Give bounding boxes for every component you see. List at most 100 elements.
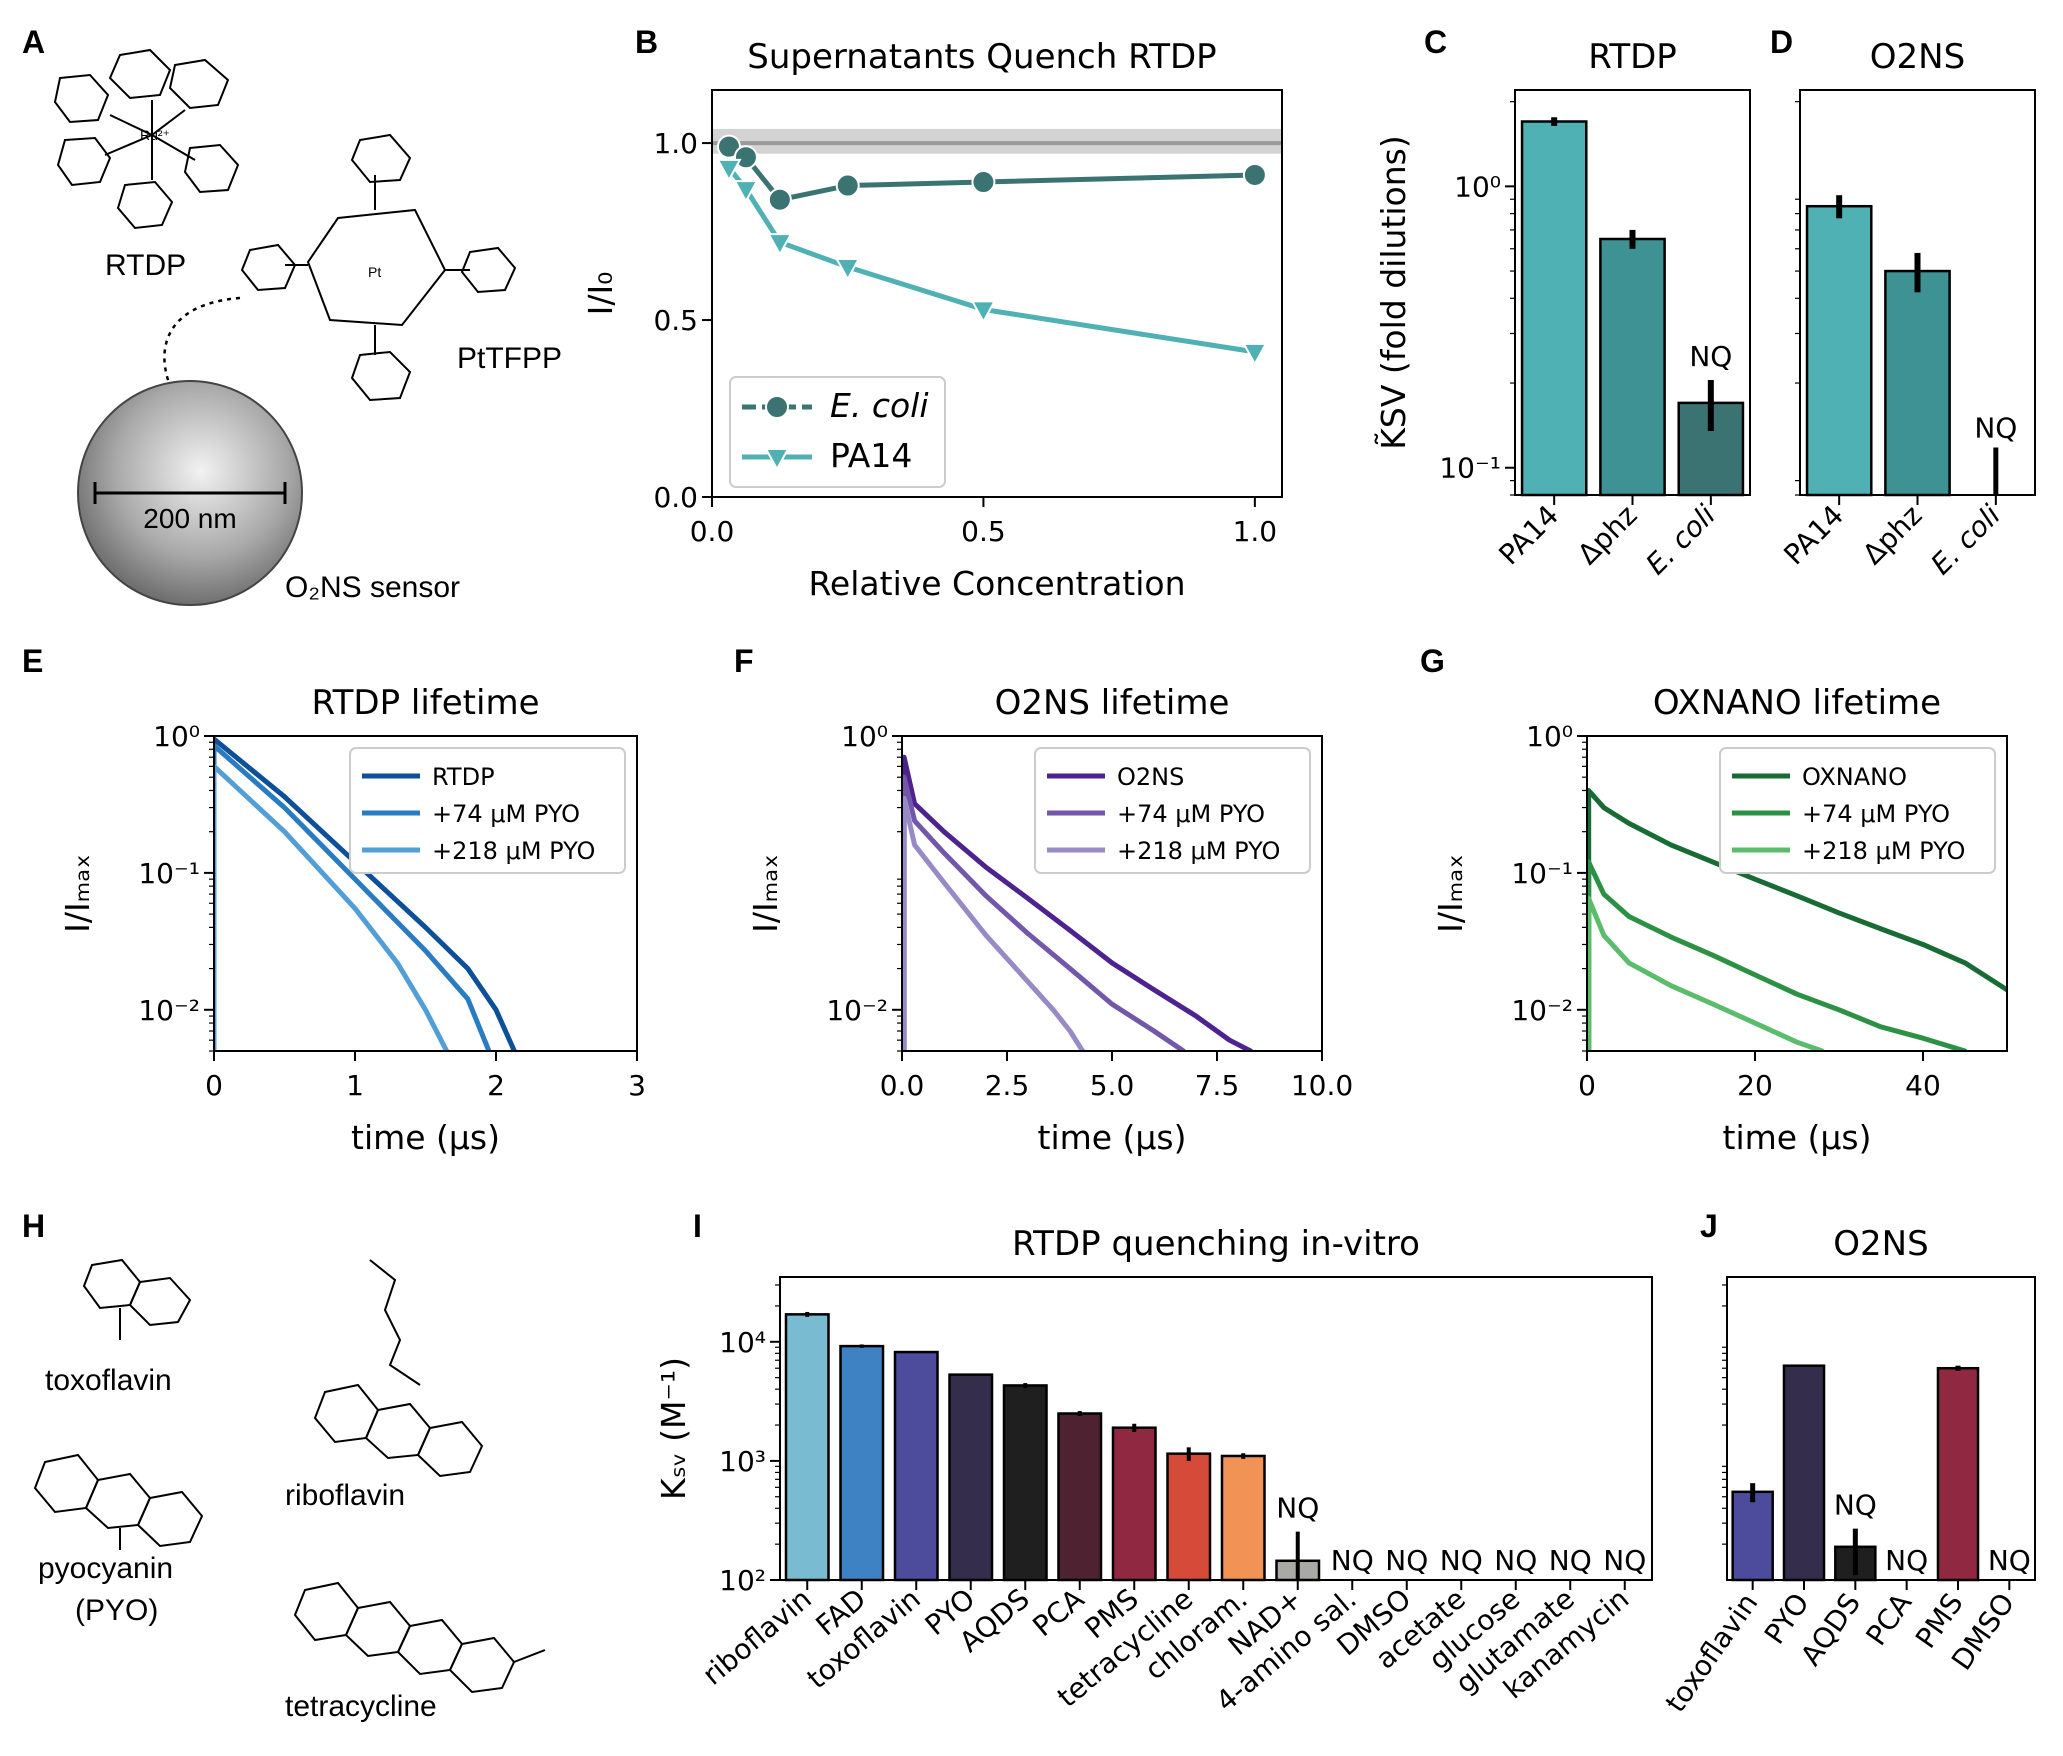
x-tick-label-pca: PCA — [1026, 1582, 1090, 1643]
bar-phz — [1884, 269, 1951, 497]
data-point-e-coli — [971, 170, 996, 195]
rtdp-structure — [53, 48, 240, 230]
x-axis-label-b: Relative Concentration — [808, 564, 1185, 603]
legend-label: O2NS — [1117, 763, 1184, 791]
bar-pa14 — [1805, 204, 1873, 497]
x-tick-label-b: 1.0 — [1233, 515, 1278, 548]
bar-phz — [1599, 237, 1666, 497]
series-line-e-coli — [726, 144, 1258, 203]
x-tick-label-b: 0.0 — [690, 515, 735, 548]
data-point-e-coli — [716, 134, 741, 159]
bar-riboflavin — [784, 1313, 830, 1582]
toxoflavin-label: toxoflavin — [45, 1364, 172, 1397]
y-axis-label-g: I/Iₘₐₓ — [1431, 854, 1470, 933]
panel-letter-g: G — [1420, 643, 1445, 679]
nq-annotation-nad: NQ — [1276, 1492, 1319, 1525]
series-line-218-m-pyo — [214, 763, 450, 1051]
plot-frame-d — [1799, 89, 2036, 496]
panel-letter-b: B — [635, 24, 658, 60]
bar-pa14 — [1520, 120, 1588, 497]
panel-letter-a: A — [22, 24, 45, 60]
panel-letter-f: F — [734, 643, 754, 679]
series-line-74-m-pyo — [902, 774, 1186, 1051]
data-point-pa14 — [1242, 342, 1268, 366]
y-tick-label-e: 10⁰ — [153, 720, 200, 753]
nq-annotation-4-amino-sal: NQ — [1331, 1544, 1374, 1577]
y-tick-label-c: 10⁰ — [1454, 170, 1501, 203]
x-axis-label-e: time (μs) — [351, 1118, 500, 1157]
x-tick-label-e: 3 — [628, 1069, 646, 1102]
y-tick-label-i: 10² — [719, 1564, 766, 1597]
plot-frame-b — [711, 89, 1283, 498]
bar-toxoflavin — [893, 1350, 939, 1582]
y-tick-label-g: 10⁰ — [1526, 720, 1573, 753]
nq-annotation-e-coli: NQ — [1689, 340, 1732, 373]
chart-i-rtdp-in-vitro: riboflavinFADtoxoflavinPYOAQDSPCAPMStetr… — [654, 1224, 1653, 1718]
chart-title-i: RTDP quenching in-vitro — [1012, 1224, 1420, 1264]
chart-title-f: O2NS lifetime — [995, 683, 1230, 723]
x-tick-label-g: 20 — [1737, 1069, 1773, 1102]
y-tick-label-c: 10⁻¹ — [1439, 452, 1501, 485]
series-group — [902, 754, 1254, 1051]
x-tick-label-riboflavin: riboflavin — [696, 1582, 818, 1692]
nq-annotation-glucose: NQ — [1494, 1544, 1537, 1577]
x-tick-label-phz: Δphz — [1571, 499, 1643, 571]
y-axis-label-b: I/I₀ — [581, 272, 620, 316]
legend-box — [1034, 747, 1311, 874]
x-tick-label-f: 2.5 — [985, 1069, 1030, 1102]
bar-pms — [1936, 1366, 1980, 1582]
chart-d-o2ns-ksv: PA14 Δphz NQ E. coli O2NS — [1777, 37, 2036, 581]
chart-e-rtdp-lifetime: 10⁻² 10⁻¹ 10⁰ 0 1 2 3 RTDP lifetime time (μs) I/I… — [58, 683, 646, 1157]
rtdp-label: RTDP — [105, 249, 186, 282]
scale-bar-label: 200 nm — [143, 503, 236, 534]
data-point-pa14 — [716, 158, 742, 182]
y-tick-label-g: 10⁻¹ — [1511, 857, 1573, 890]
series-group — [1587, 787, 2007, 1051]
pyo-abbrev-label: (PYO) — [75, 1594, 158, 1627]
legend-label: RTDP — [432, 763, 495, 791]
x-tick-label-e: 2 — [487, 1069, 505, 1102]
y-tick-label-g: 10⁻² — [1511, 994, 1573, 1027]
panel-letter-h: H — [22, 1208, 45, 1244]
bar-chloram — [1220, 1454, 1266, 1582]
pointer-arrow — [163, 296, 241, 425]
y-tick-label-b: 1.0 — [653, 127, 698, 160]
y-tick-label-b: 0.5 — [653, 304, 698, 337]
bar-pms — [1111, 1426, 1157, 1582]
chart-title-d: O2NS — [1870, 37, 1965, 77]
plot-frame-i — [779, 1276, 1653, 1581]
chart-title-e: RTDP lifetime — [311, 683, 539, 723]
tetracycline-structure — [293, 1581, 546, 1694]
data-point-pa14 — [767, 233, 793, 257]
y-axis-label-c: K̃SV (fold dilutions) — [1374, 135, 1413, 449]
legend-label: +74 μM PYO — [432, 800, 580, 828]
data-point-e-coli — [1242, 162, 1267, 187]
x-tick-label-e: 0 — [205, 1069, 223, 1102]
chart-title-g: OXNANO lifetime — [1653, 683, 1941, 723]
series-line-218-m-pyo — [902, 795, 1086, 1051]
data-point-e-coli — [767, 187, 792, 212]
pttfpp-pt-label: Pt — [368, 264, 381, 280]
o2ns-sensor-label: O₂NS sensor — [285, 571, 460, 604]
y-axis-label-f: I/Iₘₐₓ — [746, 854, 785, 933]
nq-annotation-acetate: NQ — [1440, 1544, 1483, 1577]
y-tick-label-f: 10⁻² — [826, 994, 888, 1027]
pttfpp-structure — [240, 133, 517, 402]
x-tick-label-f: 7.5 — [1195, 1069, 1240, 1102]
nq-annotation-glutamate: NQ — [1549, 1544, 1592, 1577]
toxoflavin-structure — [82, 1258, 192, 1340]
x-tick-label-g: 40 — [1905, 1069, 1941, 1102]
x-tick-label-toxoflavin: toxoflavin — [1659, 1587, 1765, 1718]
series-line-74-m-pyo — [214, 743, 492, 1051]
panel-letter-e: E — [22, 643, 43, 679]
chart-f-o2ns-lifetime: 10⁻² 10⁰ 0.0 2.5 5.0 7.5 10.0 O2NS lifetime time… — [746, 683, 1353, 1157]
chart-c-rtdp-ksv: PA14 Δphz NQ E. coli 10⁻¹ 10⁰ RTDP K̃SV (fold d… — [1374, 37, 1751, 581]
chart-title-b: Supernatants Quench RTDP — [747, 37, 1216, 77]
series-line-74-m-pyo — [1587, 859, 1968, 1051]
y-tick-label-i: 10⁴ — [719, 1326, 766, 1359]
x-axis-label-g: time (μs) — [1723, 1118, 1872, 1157]
legend-label: OXNANO — [1802, 763, 1907, 791]
nq-annotation-kanamycin: NQ — [1603, 1544, 1646, 1577]
